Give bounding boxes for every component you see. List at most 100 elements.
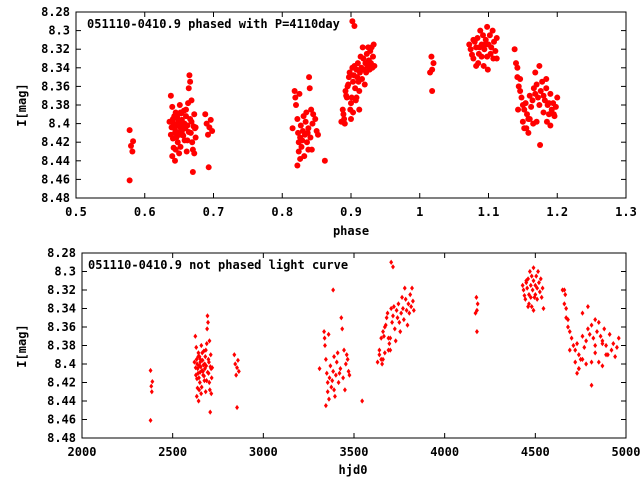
data-point: [332, 354, 337, 360]
data-point: [535, 296, 540, 302]
data-point: [543, 85, 550, 92]
data-point: [168, 124, 175, 131]
data-point: [303, 109, 310, 116]
data-point: [515, 106, 522, 113]
data-point: [489, 27, 496, 34]
data-point: [584, 338, 589, 344]
data-point: [298, 143, 305, 150]
data-point: [595, 329, 599, 335]
data-point: [407, 310, 412, 316]
data-point: [209, 128, 216, 135]
data-point: [350, 109, 357, 116]
data-point: [602, 326, 607, 332]
data-point: [538, 276, 543, 282]
x-tick-label: 0.5: [65, 205, 87, 219]
data-point: [233, 361, 238, 367]
data-point: [582, 344, 587, 350]
data-point: [354, 74, 361, 81]
data-point: [394, 307, 399, 313]
data-point: [523, 296, 528, 302]
data-point: [390, 319, 395, 325]
data-point: [310, 111, 317, 118]
data-point: [353, 94, 360, 101]
x-tick-label: 1: [416, 205, 423, 219]
data-point: [525, 129, 532, 136]
data-point: [327, 396, 331, 402]
data-point: [564, 315, 569, 321]
data-point: [308, 106, 315, 113]
x-axis-label: hjd0: [339, 463, 368, 477]
data-point: [330, 378, 335, 384]
data-point: [343, 361, 348, 367]
data-points: [126, 18, 561, 184]
data-point: [404, 307, 409, 313]
data-point: [475, 301, 480, 307]
data-point: [312, 115, 319, 122]
data-point: [179, 122, 186, 129]
data-point: [176, 102, 183, 108]
data-point: [513, 60, 519, 67]
data-point: [360, 398, 365, 404]
data-point: [476, 44, 483, 51]
data-point: [339, 315, 344, 321]
data-point: [346, 368, 351, 374]
data-point: [589, 322, 594, 328]
data-point: [204, 341, 209, 347]
y-tick-label: 8.42: [47, 376, 76, 390]
data-point: [526, 276, 531, 282]
y-tick-label: 8.46: [41, 172, 70, 186]
data-point: [292, 94, 299, 101]
x-tick-label: 0.8: [271, 205, 293, 219]
data-point: [205, 164, 212, 171]
data-point: [593, 342, 598, 349]
data-point: [209, 391, 214, 397]
x-tick-label: 2500: [158, 445, 187, 459]
data-point: [535, 94, 541, 101]
data-point: [389, 305, 394, 312]
data-point: [326, 331, 331, 337]
data-point: [591, 335, 596, 341]
data-point: [338, 118, 345, 125]
data-point: [480, 32, 486, 39]
data-point: [305, 125, 312, 132]
data-point: [546, 111, 552, 118]
y-axis-label: I[mag]: [15, 83, 29, 126]
data-point: [521, 125, 528, 132]
data-point: [531, 265, 536, 271]
data-point: [467, 46, 474, 53]
data-point: [575, 341, 579, 347]
data-point: [304, 129, 311, 136]
data-point: [345, 74, 352, 81]
data-point: [342, 88, 349, 95]
data-point: [587, 331, 592, 337]
data-point: [183, 106, 189, 113]
data-point: [306, 74, 313, 81]
data-point: [361, 81, 368, 88]
data-point: [203, 354, 208, 360]
data-point: [487, 50, 494, 57]
data-point: [478, 53, 485, 60]
plot-frame: [81, 252, 627, 439]
data-point: [191, 111, 198, 118]
data-point: [540, 92, 547, 99]
data-point: [178, 110, 185, 117]
data-point: [207, 387, 212, 393]
data-point: [473, 62, 480, 69]
data-point: [206, 359, 211, 365]
data-point: [616, 335, 621, 341]
data-point: [381, 356, 385, 362]
y-tick-label: 8.48: [47, 431, 76, 445]
data-point: [492, 48, 499, 55]
data-point: [323, 342, 327, 349]
plot-title: 051110-0410.9 not phased light curve: [88, 258, 348, 272]
data-point: [360, 55, 367, 62]
y-tick-label: 8.44: [41, 154, 70, 168]
data-point: [323, 356, 328, 362]
data-point: [392, 326, 397, 332]
data-point: [524, 111, 530, 118]
data-point: [206, 319, 210, 325]
x-tick-label: 2000: [68, 445, 97, 459]
y-tick-label: 8.34: [47, 302, 76, 316]
data-point: [347, 372, 352, 378]
data-point: [327, 375, 332, 381]
